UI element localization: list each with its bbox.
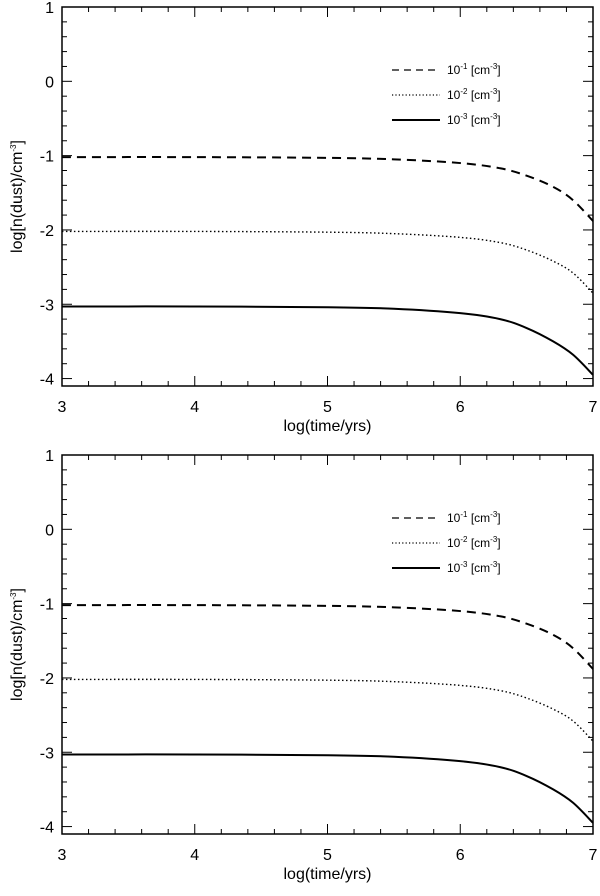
y-tick-label: -2 <box>40 223 54 240</box>
y-tick-label: 0 <box>45 522 54 539</box>
y-tick-label: 1 <box>45 448 54 465</box>
legend-label: 10-1 [cm-3] <box>447 510 501 525</box>
legend-label: 10-2 [cm-3] <box>447 87 501 102</box>
y-tick-label: -2 <box>40 671 54 688</box>
series-line-solid <box>61 305 594 376</box>
legend-label: 10-1 [cm-3] <box>447 62 501 77</box>
series-line-dashed <box>61 156 594 222</box>
x-tick-label: 5 <box>323 847 332 864</box>
x-tick-label: 3 <box>58 847 67 864</box>
y-tick-label: -3 <box>40 297 54 314</box>
x-tick-label: 3 <box>58 399 67 416</box>
x-tick-label: 6 <box>456 847 465 864</box>
chart-panel-bottom: 3 4 5 6 7 1 0 -1 -2 -3 -4 log(time/yrs) log[n(dust)/… <box>0 448 600 896</box>
chart-panel-top: 3 4 5 6 7 1 0 -1 -2 -3 -4 log(time/yrs) log[n(dust)/… <box>9 0 598 435</box>
x-axis-title: log(time/yrs) <box>283 418 371 435</box>
legend-label: 10-2 [cm-3] <box>447 535 501 550</box>
x-tick-label: 4 <box>190 847 199 864</box>
plot-frame <box>61 6 594 387</box>
chart-top: 3 4 5 6 7 1 0 -1 -2 -3 -4 log(time/yrs) log[n(dust)/… <box>9 0 598 435</box>
series-line-dotted <box>61 678 594 742</box>
x-tick-label: 7 <box>589 847 598 864</box>
plot-frame <box>61 454 594 835</box>
y-axis-title: log[n(dust)/cm-3] <box>9 140 26 253</box>
x-axis-title: log(time/yrs) <box>283 866 371 883</box>
y-tick-label: -1 <box>40 149 54 166</box>
y-tick-label: -4 <box>40 820 54 837</box>
chart-bottom: 3 4 5 6 7 1 0 -1 -2 -3 -4 log(time/yrs) log[n(dust)/… <box>9 448 598 883</box>
y-tick-label: 0 <box>45 74 54 91</box>
y-tick-label: -3 <box>40 745 54 762</box>
series-line-dashed <box>61 604 594 670</box>
series-line-solid <box>61 753 594 824</box>
x-tick-label: 4 <box>190 399 199 416</box>
legend-label: 10-3 [cm-3] <box>447 112 501 127</box>
x-tick-label: 6 <box>456 399 465 416</box>
y-tick-label: -4 <box>40 372 54 389</box>
y-tick-label: 1 <box>45 0 54 17</box>
x-tick-label: 5 <box>323 399 332 416</box>
legend-label: 10-3 [cm-3] <box>447 560 501 575</box>
y-tick-label: -1 <box>40 597 54 614</box>
series-line-dotted <box>61 230 594 294</box>
x-tick-label: 7 <box>589 399 598 416</box>
y-axis-title: log[n(dust)/cm-3] <box>9 588 26 701</box>
